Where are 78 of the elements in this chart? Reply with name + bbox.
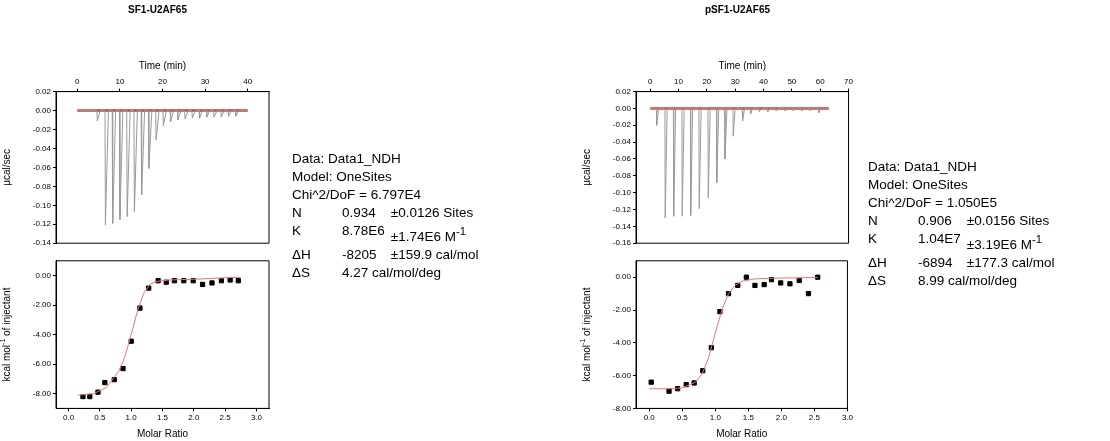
y-tick-label: 0.02: [35, 86, 52, 96]
x-tick-label: 2.5: [808, 413, 821, 423]
x-tick-label: 2.0: [188, 413, 200, 423]
y-tick-label: -0.14: [612, 221, 632, 231]
text: Chi^2/DoF = 6.797E4: [292, 186, 423, 204]
y-tick-label: 0.00: [615, 272, 632, 282]
y-tick-label: -0.12: [612, 204, 632, 214]
x-tick-label: 1.5: [742, 413, 755, 423]
x-tick-label: 30: [730, 77, 741, 86]
y-tick-label: -0.02: [32, 124, 52, 134]
y-axis-title: µcal/sec: [580, 148, 592, 186]
x-tick-label: 40: [759, 77, 769, 86]
x-tick-label: 2.5: [219, 413, 232, 423]
x-tick-label: 40: [243, 77, 253, 86]
x-tick-label: 1.0: [125, 413, 138, 423]
x-tick-label: 0.5: [676, 413, 689, 423]
x-tick-label: 20: [158, 77, 168, 86]
text: ΔS 8.99 cal/mol/deg: [868, 272, 1018, 288]
x-tick-label: 60: [815, 77, 826, 86]
text: Chi^2/DoF = 1.050E5: [868, 194, 999, 212]
y-tick-label: -0.08: [32, 181, 52, 191]
x-axis-title: Molar Ratio: [716, 427, 768, 439]
y-tick-label: -0.16: [612, 238, 632, 248]
text: ΔH -8205 ±159.9 cal/mol: [292, 246, 479, 262]
x-tick-label: 30: [200, 77, 211, 86]
y-tick-label: -6.00: [612, 370, 632, 380]
x-tick-label: 0: [75, 77, 81, 86]
y-tick-label: -0.08: [612, 171, 632, 181]
y-tick-label: -0.06: [612, 154, 632, 164]
x-tick-label: 0.0: [643, 413, 656, 423]
y-tick-label: 0.00: [35, 270, 52, 280]
y-tick-label: -0.02: [612, 120, 632, 130]
y-tick-label: -0.10: [32, 200, 52, 210]
text: K 1.04E7 ±3.19E6 M$^{-1}$: [868, 231, 1043, 252]
y-tick-label: -8.00: [32, 388, 52, 398]
x-axis-title: Time (min): [718, 59, 766, 71]
x-tick-label: 70: [844, 77, 854, 86]
y-tick-label: 0.02: [615, 86, 632, 96]
y-tick-label: -0.04: [32, 143, 52, 153]
x-tick-label: 50: [787, 77, 797, 86]
x-tick-label: 10: [115, 77, 125, 86]
text: Model: OneSites: [292, 168, 393, 186]
x-tick-label: 3.0: [250, 413, 263, 423]
x-tick-label: 10: [674, 77, 684, 86]
y-tick-label: -6.00: [32, 359, 52, 369]
y-tick-label: -8.00: [612, 403, 632, 413]
x-tick-label: 1.0: [709, 413, 722, 423]
text: K 8.78E6 ±1.74E6 M$^{-1}$: [292, 223, 467, 244]
y-tick-label: -0.06: [32, 162, 52, 172]
y-tick-label: -2.00: [32, 300, 52, 310]
chart-title: pSF1-U2AF65: [704, 4, 771, 17]
text: ΔS 4.27 cal/mol/deg: [292, 264, 442, 280]
x-axis-title: Molar Ratio: [136, 427, 189, 439]
x-tick-label: 0: [647, 77, 653, 86]
y-axis-title: µcal/sec: [0, 148, 12, 186]
y-tick-label: -4.00: [612, 338, 632, 347]
y-tick-label: 0.00: [35, 105, 52, 115]
chart-title: SF1-U2AF65: [127, 4, 188, 17]
y-tick-label: -2.00: [612, 305, 632, 315]
x-tick-label: 2.0: [775, 413, 788, 423]
y-tick-label: 0.00: [615, 103, 632, 113]
y-tick-label: -4.00: [32, 329, 52, 339]
x-tick-label: 20: [702, 77, 712, 86]
x-tick-label: 1.5: [156, 413, 169, 423]
x-tick-label: 0.0: [62, 413, 75, 423]
x-tick-label: 0.5: [94, 413, 106, 423]
text: Data: Data1_NDH: [868, 158, 978, 176]
text: Model: OneSites: [868, 176, 969, 194]
y-tick-label: -0.14: [32, 238, 52, 248]
y-tick-label: -0.04: [612, 137, 632, 147]
text: N 0.906 ±0.0156 Sites: [868, 213, 1050, 228]
x-tick-label: 3.0: [841, 413, 854, 423]
text: Data: Data1_NDH: [292, 150, 402, 168]
x-axis-title: Time (min): [138, 59, 187, 71]
y-tick-label: -0.10: [612, 187, 632, 197]
y-tick-label: -0.12: [32, 219, 52, 229]
text: ΔH -6894 ±177.3 cal/mol: [868, 254, 1055, 270]
text: N 0.934 ±0.0126 Sites: [292, 205, 474, 220]
